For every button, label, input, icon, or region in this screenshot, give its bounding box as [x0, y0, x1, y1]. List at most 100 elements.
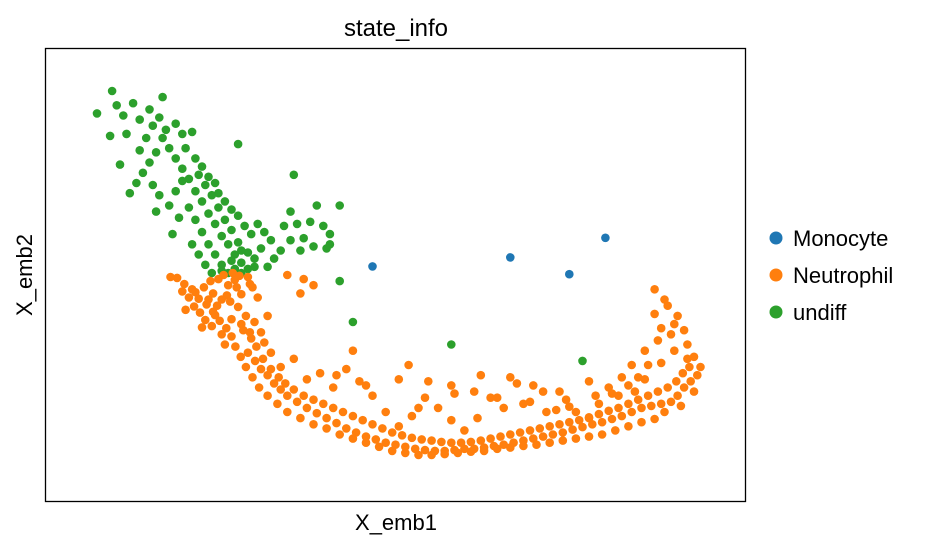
point-undiff	[151, 148, 161, 157]
point-neutrophil	[535, 424, 545, 433]
point-neutrophil	[515, 428, 525, 437]
point-neutrophil	[243, 348, 253, 358]
point-neutrophil	[538, 387, 548, 396]
point-neutrophil	[252, 342, 261, 351]
point-neutrophil	[276, 385, 286, 394]
point-neutrophil	[407, 411, 417, 421]
point-neutrophil	[650, 285, 659, 294]
point-neutrophil	[555, 420, 564, 429]
point-neutrophil	[289, 385, 299, 394]
point-neutrophil	[486, 434, 495, 443]
point-undiff	[174, 213, 184, 222]
point-neutrophil	[312, 408, 322, 418]
point-undiff	[135, 146, 144, 155]
point-neutrophil	[650, 414, 659, 424]
point-neutrophil	[231, 342, 240, 351]
point-neutrophil	[194, 294, 203, 304]
point-neutrophil	[532, 440, 541, 450]
point-undiff	[164, 143, 174, 153]
point-undiff	[243, 264, 253, 274]
point-undiff	[250, 254, 259, 263]
point-undiff	[286, 235, 295, 245]
point-neutrophil	[420, 445, 430, 455]
point-neutrophil	[568, 425, 577, 434]
point-undiff	[292, 219, 302, 229]
point-neutrophil	[633, 395, 643, 405]
point-neutrophil	[166, 272, 175, 282]
point-neutrophil	[624, 399, 633, 409]
point-neutrophil	[178, 287, 187, 296]
point-neutrophil	[450, 389, 459, 398]
point-neutrophil	[328, 383, 338, 392]
point-undiff	[237, 258, 246, 268]
point-neutrophil	[466, 437, 476, 447]
point-undiff	[325, 229, 335, 239]
point-neutrophil	[673, 311, 682, 321]
point-neutrophil	[673, 391, 682, 401]
point-neutrophil	[499, 403, 509, 413]
point-neutrophil	[558, 436, 568, 445]
point-undiff	[299, 233, 309, 243]
point-neutrophil	[220, 340, 230, 349]
point-undiff	[148, 180, 158, 190]
point-neutrophil	[355, 377, 364, 386]
point-neutrophil	[584, 413, 594, 422]
point-neutrophil	[414, 450, 423, 460]
point-neutrophil	[299, 274, 309, 284]
legend-item-monocyte: Monocyte	[769, 226, 888, 251]
point-neutrophil	[266, 364, 276, 374]
point-undiff	[187, 240, 197, 249]
point-neutrophil	[624, 381, 633, 390]
point-neutrophil	[189, 302, 199, 311]
point-neutrophil	[693, 370, 702, 380]
point-neutrophil	[348, 346, 358, 356]
point-neutrophil	[460, 426, 469, 435]
point-neutrophil	[447, 415, 456, 425]
point-neutrophil	[420, 393, 430, 403]
point-neutrophil	[361, 381, 371, 390]
point-undiff	[145, 158, 154, 167]
point-neutrophil	[506, 443, 515, 452]
point-undiff	[286, 207, 295, 216]
point-undiff	[269, 254, 279, 263]
point-undiff	[325, 240, 335, 249]
point-neutrophil	[666, 397, 676, 407]
point-neutrophil	[319, 399, 328, 409]
point-neutrophil	[184, 293, 194, 302]
point-undiff	[305, 217, 315, 227]
point-undiff	[335, 201, 345, 210]
point-neutrophil	[394, 422, 404, 431]
point-neutrophil	[624, 422, 633, 431]
point-neutrophil	[453, 448, 463, 458]
point-neutrophil	[578, 422, 587, 432]
point-undiff	[184, 203, 194, 212]
point-neutrophil	[281, 379, 290, 388]
point-neutrophil	[545, 422, 554, 431]
point-undiff	[105, 131, 115, 141]
point-neutrophil	[685, 362, 694, 372]
point-neutrophil	[469, 387, 479, 396]
point-undiff	[266, 235, 276, 245]
point-neutrophil	[266, 348, 276, 358]
point-undiff	[214, 188, 223, 198]
point-neutrophil	[476, 436, 486, 445]
point-neutrophil	[607, 414, 617, 424]
point-undiff	[243, 248, 253, 257]
point-neutrophil	[387, 428, 397, 437]
point-neutrophil	[309, 420, 318, 429]
point-undiff	[158, 133, 167, 143]
point-neutrophil	[197, 323, 207, 332]
point-neutrophil	[565, 417, 574, 427]
legend-marker-undiff	[769, 305, 783, 319]
point-undiff	[335, 276, 345, 286]
point-neutrophil	[545, 438, 554, 448]
point-neutrophil	[245, 279, 255, 289]
point-undiff	[178, 129, 187, 139]
point-neutrophil	[309, 280, 318, 290]
point-neutrophil	[222, 323, 231, 333]
point-neutrophil	[584, 432, 594, 441]
point-neutrophil	[647, 401, 656, 411]
point-undiff	[158, 92, 167, 102]
point-neutrophil	[607, 389, 617, 398]
